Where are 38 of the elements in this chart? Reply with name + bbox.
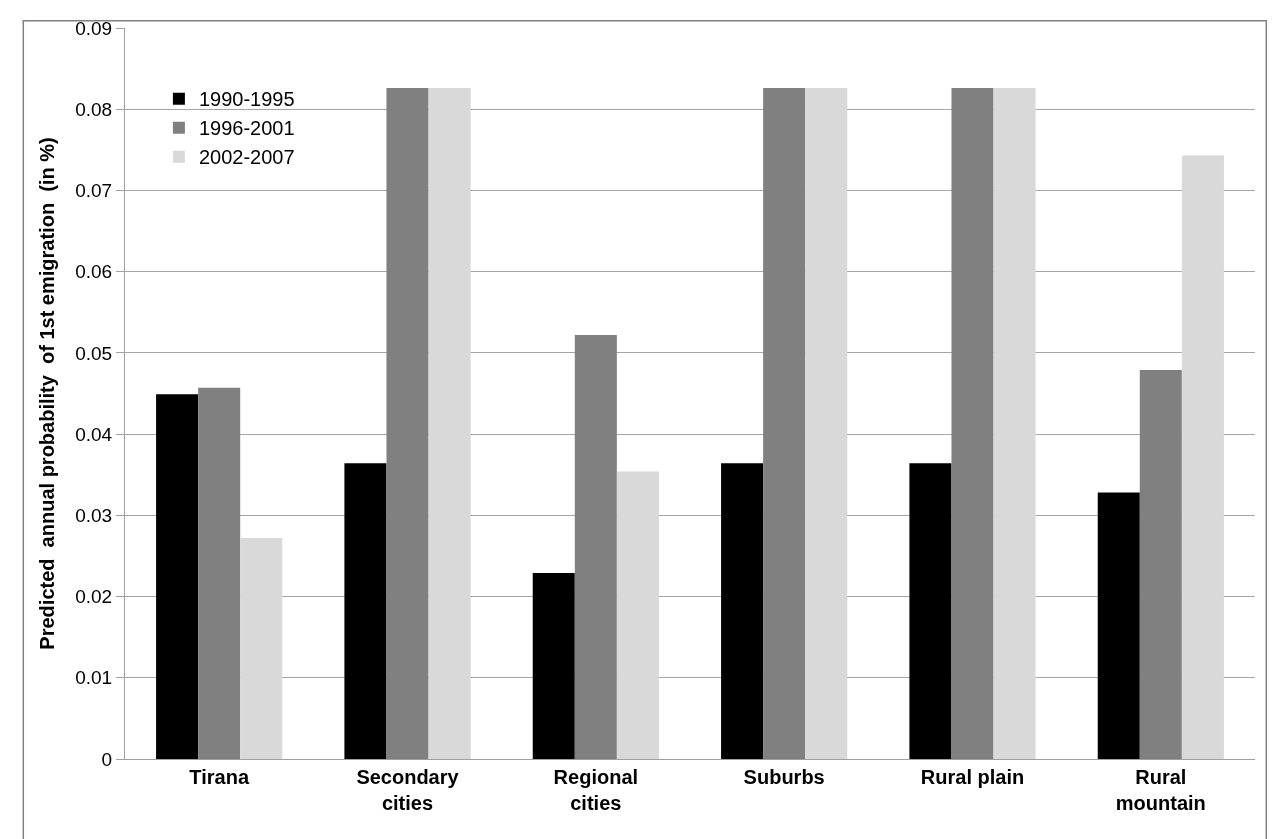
bar [428,88,471,759]
x-tick-label: Suburbs [743,766,825,788]
bar [532,573,575,759]
bar [240,538,283,759]
bar [344,463,387,759]
x-tick-label: Tirana [189,766,250,788]
x-tick-label: Rural plain [920,766,1025,788]
x-tick-label: Secondary cities [356,766,460,814]
bar [198,387,241,759]
legend-label: 1996-2001 [198,117,295,140]
y-tick-label: 0.02 [75,586,113,608]
legend-label: 1990-1995 [198,88,295,111]
y-tick-label: 0.03 [75,504,113,526]
x-tick-label: Rural mountain [1115,766,1206,814]
bar [805,88,848,759]
bar [763,88,806,759]
y-axis-title: Predicted annual probability of 1st emigration (in %) [35,137,58,650]
bar [1097,492,1140,759]
bar [1139,369,1182,759]
bar [993,88,1036,759]
y-tick-label: 0.07 [75,180,113,202]
bar [909,463,952,759]
y-tick-label: 0.06 [75,261,113,283]
bar [156,394,199,759]
y-tick-label: 0.01 [75,667,113,689]
bar [574,335,617,759]
y-tick-label: 0.09 [75,17,113,39]
y-tick-label: 0 [101,748,113,770]
legend-label: 2002-2007 [198,146,295,169]
bar [616,471,659,759]
y-tick-label: 0.04 [75,423,113,445]
y-tick-label: 0.08 [75,98,113,120]
bar [386,88,429,759]
x-tick-label: Regional cities [553,766,639,814]
bar [951,88,994,759]
bar [1181,155,1224,759]
y-tick-label: 0.05 [75,342,113,364]
bar [721,463,764,759]
